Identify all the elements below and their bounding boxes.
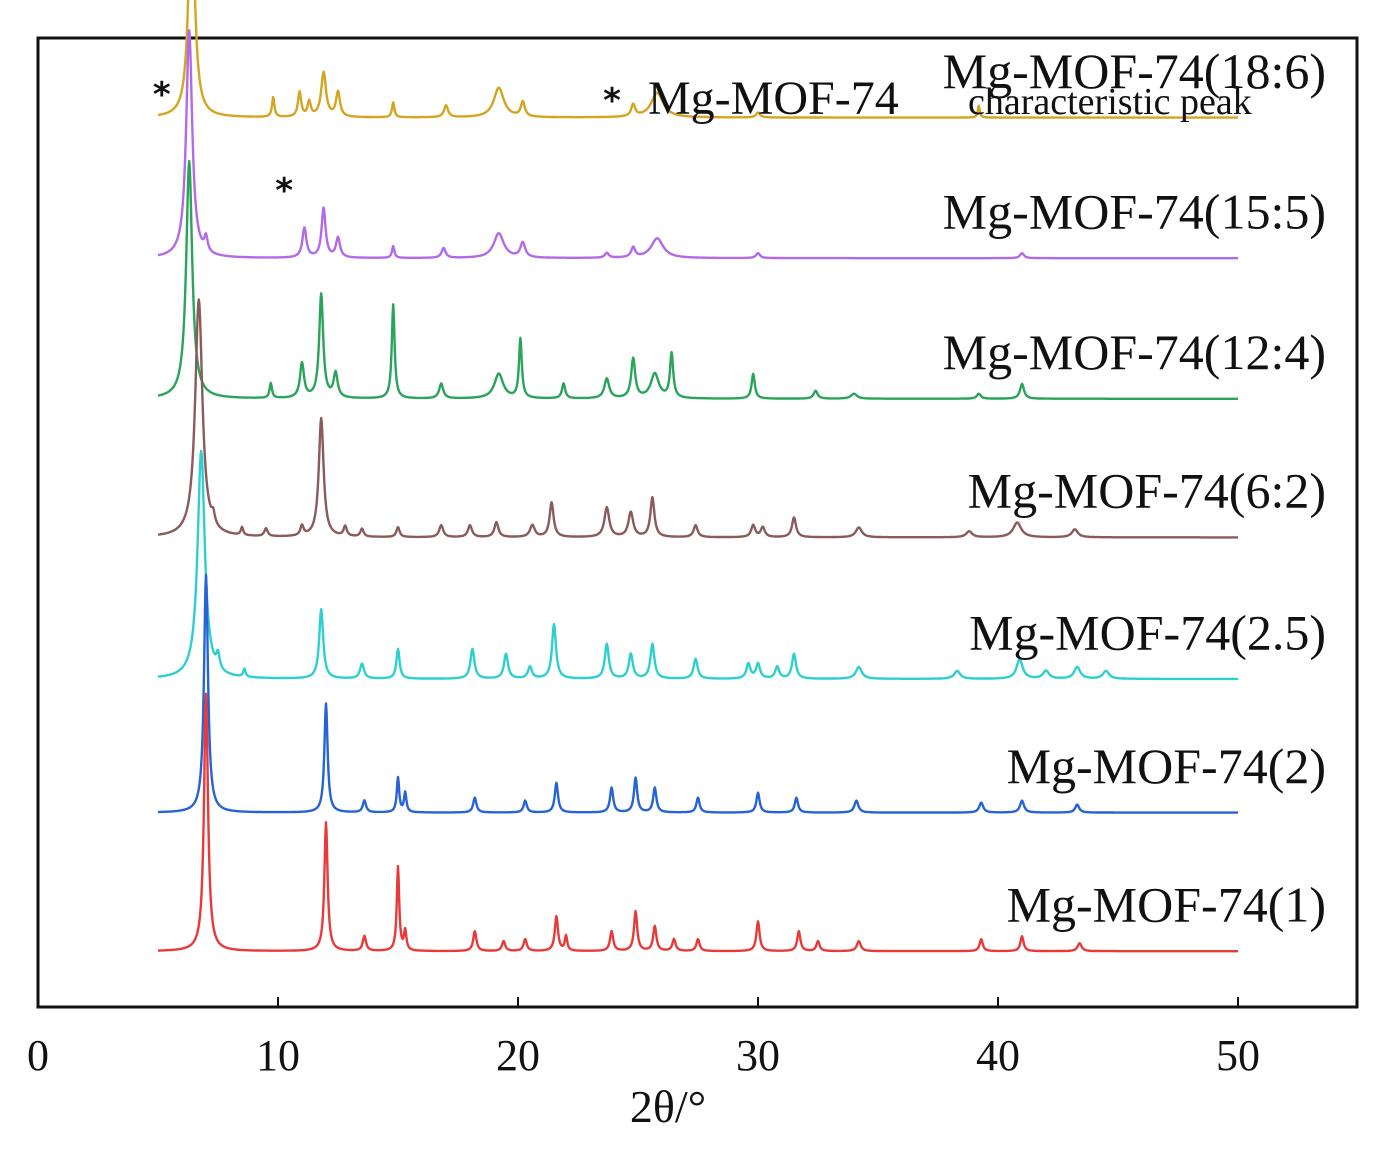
x-tick-label: 0 (27, 1031, 49, 1080)
x-tick-label: 30 (736, 1031, 780, 1080)
peak-markers: ** (153, 75, 293, 211)
characteristic-peak-marker: * (153, 75, 171, 115)
plot-frame (36, 36, 1359, 1009)
series-label: Mg-MOF-74(15:5) (943, 184, 1326, 240)
legend-marker: * (603, 81, 621, 121)
series-label: Mg-MOF-74(12:4) (943, 324, 1326, 380)
series-label: Mg-MOF-74(18:6) (943, 43, 1326, 99)
legend: * Mg-MOF-74 characteristic peak (603, 72, 1252, 125)
x-axis-title: 2θ/° (630, 1081, 706, 1132)
legend-text-main: Mg-MOF-74 (648, 72, 899, 125)
x-tick-label: 20 (496, 1031, 540, 1080)
series-label: Mg-MOF-74(1) (1007, 877, 1326, 933)
series-line (157, 692, 1239, 953)
series-line (157, 0, 1239, 119)
series-line (157, 298, 1239, 539)
series-line (157, 29, 1239, 260)
series-label: Mg-MOF-74(2) (1007, 738, 1326, 794)
x-axis: 0 10 20 30 40 50 (27, 997, 1260, 1080)
x-tick-label: 40 (976, 1031, 1020, 1080)
series-label: Mg-MOF-74(6:2) (968, 463, 1326, 519)
x-tick-label: 10 (256, 1031, 300, 1080)
x-tick-label: 50 (1216, 1031, 1260, 1080)
legend-text-sub: characteristic peak (968, 81, 1252, 123)
series-line (157, 159, 1239, 400)
series-line (157, 573, 1239, 814)
characteristic-peak-marker: * (275, 171, 293, 211)
series-label: Mg-MOF-74(2.5) (969, 604, 1326, 660)
series-layer: Mg-MOF-74(18:6) Mg-MOF-74(15:5) Mg-MOF-74(… (157, 0, 1326, 953)
series-line (157, 449, 1239, 681)
